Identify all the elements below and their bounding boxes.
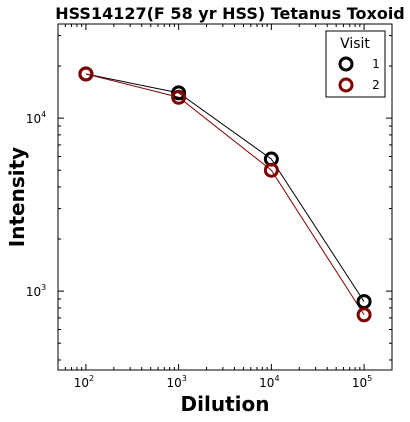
series-layer <box>78 66 372 323</box>
series-2-point <box>171 89 187 105</box>
series-1-line <box>85 73 365 302</box>
legend-label-1: 1 <box>372 57 380 71</box>
legend-box <box>325 30 386 98</box>
series-2-point <box>263 162 279 178</box>
y-tick-label: 104 <box>26 110 46 126</box>
x-tick-label: 104 <box>259 374 279 390</box>
y-axis-label: Intensity <box>5 147 29 247</box>
y-axis: 103 104 <box>26 35 392 361</box>
legend-title: Visit <box>340 36 370 52</box>
series-2-point <box>356 307 372 323</box>
x-tick-label: 105 <box>352 374 372 390</box>
plot-frame <box>57 23 393 371</box>
x-axis-label: Dilution <box>181 392 270 416</box>
legend: Visit 1 2 <box>325 30 386 98</box>
x-axis: 102 103 104 105 <box>64 24 372 390</box>
chart-title: HSS14127(F 58 yr HSS) Tetanus Toxoid <box>55 4 405 23</box>
x-tick-label: 103 <box>166 374 186 390</box>
legend-marker-2 <box>338 77 354 93</box>
series-2-line <box>85 73 365 316</box>
y-tick-label: 103 <box>26 283 46 299</box>
legend-label-2: 2 <box>372 78 380 92</box>
series-2-point <box>78 66 94 82</box>
legend-marker-1 <box>338 56 354 72</box>
x-tick-label: 102 <box>74 374 94 390</box>
